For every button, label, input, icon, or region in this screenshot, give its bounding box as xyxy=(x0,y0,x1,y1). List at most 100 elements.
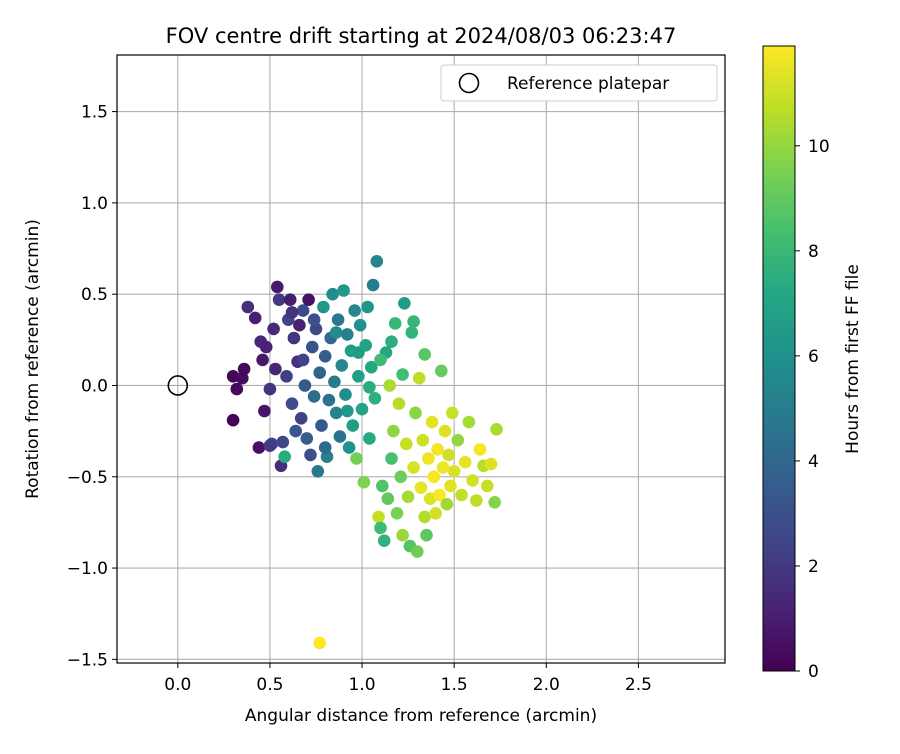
scatter-point xyxy=(331,313,345,327)
scatter-point xyxy=(272,293,286,307)
scatter-point xyxy=(258,404,271,418)
scatter-point xyxy=(248,311,262,325)
scatter-point xyxy=(296,353,310,367)
scatter-point xyxy=(271,280,284,294)
grid-lines xyxy=(117,55,725,663)
x-tick-label: 2.0 xyxy=(533,675,560,695)
y-axis-label: Rotation from reference (arcmin) xyxy=(23,219,43,499)
scatter-point xyxy=(370,254,384,268)
scatter-point xyxy=(418,510,432,524)
scatter-point xyxy=(276,435,290,449)
scatter-point xyxy=(398,297,411,310)
scatter-point xyxy=(455,488,468,502)
scatter-point xyxy=(425,415,439,429)
scatter-point xyxy=(285,306,299,319)
scatter-point xyxy=(269,362,282,376)
y-tick-label: 1.5 xyxy=(81,103,108,123)
scatter-point xyxy=(289,424,303,438)
scatter-point xyxy=(230,382,244,396)
scatter-point xyxy=(259,340,273,354)
x-axis-ticks: 0.0 0.5 1.0 1.5 2.0 2.5 xyxy=(164,663,652,695)
scatter-point xyxy=(438,424,452,438)
chart-title: FOV centre drift starting at 2024/08/03 … xyxy=(166,24,677,48)
scatter-point xyxy=(488,496,502,509)
colorbar-ticks: 0 2 4 6 8 10 xyxy=(795,137,830,682)
colorbar-tick-label: 0 xyxy=(808,662,819,682)
scatter-point xyxy=(329,406,343,420)
scatter-point xyxy=(462,415,476,429)
legend-marker-open-circle xyxy=(458,72,480,94)
scatter-point xyxy=(304,448,317,462)
scatter-point xyxy=(414,481,428,495)
scatter-point xyxy=(433,488,446,502)
scatter-point xyxy=(416,433,430,447)
scatter-point xyxy=(363,432,376,445)
y-tick-label: 0.0 xyxy=(81,376,108,396)
scatter-point xyxy=(283,293,297,307)
colorbar-tick-label: 2 xyxy=(808,557,819,577)
legend-box xyxy=(440,64,718,102)
x-axis-label: Angular distance from reference (arcmin) xyxy=(245,706,597,726)
x-tick-label: 1.0 xyxy=(349,675,376,695)
scatter-point xyxy=(287,331,301,345)
scatter-point xyxy=(383,379,397,392)
scatter-point xyxy=(407,315,420,328)
scatter-point xyxy=(328,375,341,389)
scatter-point xyxy=(388,317,402,330)
scatter-point xyxy=(458,455,472,469)
y-tick-label: 1.0 xyxy=(81,194,108,214)
scatter-point xyxy=(357,475,371,489)
scatter-point xyxy=(337,284,350,297)
scatter-point xyxy=(394,470,408,484)
scatter-point xyxy=(363,381,376,394)
scatter-point xyxy=(341,328,354,341)
scatter-point xyxy=(326,287,339,301)
scatter-point xyxy=(302,293,315,307)
scatter-point xyxy=(405,326,419,339)
scatter-point xyxy=(263,382,277,396)
colorbar xyxy=(762,45,796,672)
legend: Reference platepar xyxy=(440,64,718,102)
scatter-point xyxy=(315,419,328,432)
scatter-point xyxy=(440,497,454,511)
scatter-point xyxy=(390,507,404,520)
scatter-point xyxy=(396,368,409,381)
x-tick-label: 2.5 xyxy=(625,675,652,695)
scatter-point xyxy=(294,412,308,425)
x-tick-label: 0.5 xyxy=(256,675,283,695)
scatter-point xyxy=(278,450,292,464)
scatter-point xyxy=(490,423,503,436)
scatter-point xyxy=(412,371,426,385)
scatter-point xyxy=(341,404,354,418)
scatter-point xyxy=(392,397,406,411)
scatter-point xyxy=(481,479,494,493)
scatter-point xyxy=(418,348,432,361)
scatter-point xyxy=(296,304,310,317)
scatter-point xyxy=(333,430,347,443)
x-tick-label: 1.5 xyxy=(441,675,468,695)
reference-platepar-marker xyxy=(167,375,189,396)
scatter-point xyxy=(387,424,400,438)
scatter-point xyxy=(466,474,479,487)
scatter-point xyxy=(431,443,444,456)
x-tick-label: 0.0 xyxy=(164,675,191,695)
colorbar-tick-label: 8 xyxy=(808,242,819,262)
reference-marker-layer xyxy=(167,375,189,396)
scatter-point xyxy=(374,353,387,367)
scatter-point xyxy=(342,441,356,454)
colorbar-tick-label: 4 xyxy=(808,452,819,472)
scatter-point xyxy=(311,465,325,478)
colorbar-tick-label: 6 xyxy=(808,347,819,367)
scatter-point xyxy=(411,545,424,558)
scatter-point xyxy=(285,397,299,411)
scatter-point xyxy=(446,406,459,420)
scatter-point xyxy=(374,521,387,535)
scatter-point xyxy=(400,437,413,451)
scatter-point xyxy=(252,441,266,454)
scatter-point xyxy=(352,346,365,359)
y-tick-label: −0.5 xyxy=(67,468,108,488)
scatter-point xyxy=(366,278,380,292)
scatter-point xyxy=(377,534,391,547)
scatter-point xyxy=(401,490,415,504)
scatter-point xyxy=(365,360,378,374)
